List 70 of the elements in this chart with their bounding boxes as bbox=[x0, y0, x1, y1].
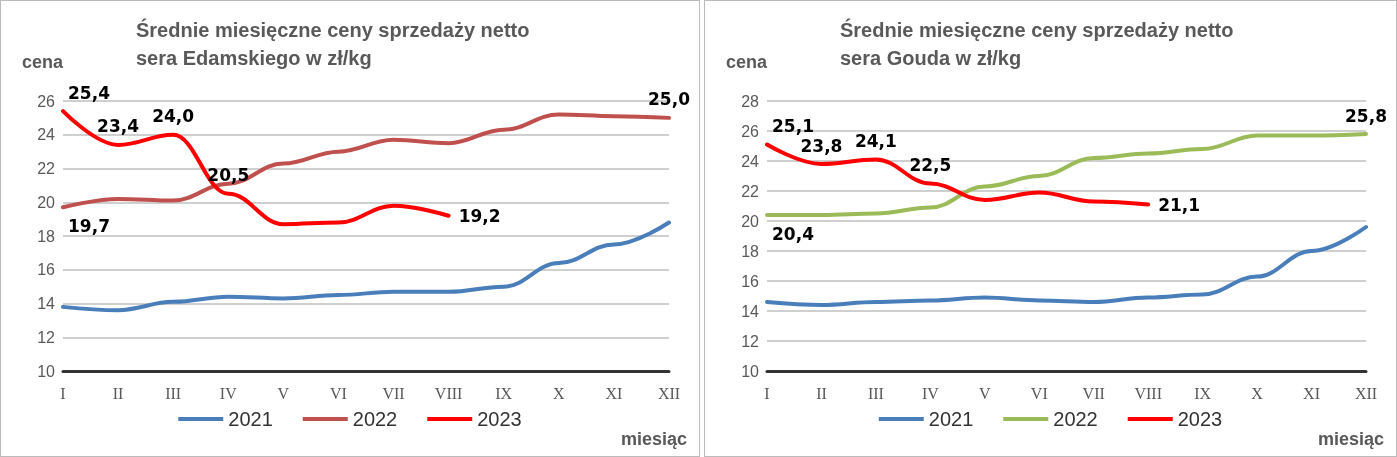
x-tick-label: IX bbox=[495, 384, 513, 402]
x-tick-label: II bbox=[816, 384, 827, 402]
y-axis-title: cena bbox=[21, 52, 64, 72]
y-tick-label: 12 bbox=[37, 328, 56, 346]
data-label: 23,8 bbox=[800, 135, 843, 156]
legend-label: 2022 bbox=[352, 408, 398, 430]
y-tick-label: 26 bbox=[37, 92, 56, 110]
y-axis-title: cena bbox=[725, 52, 768, 72]
y-tick-label: 14 bbox=[741, 302, 760, 320]
x-tick-label: VII bbox=[1082, 384, 1105, 402]
x-axis-title: miesiąc bbox=[1317, 429, 1385, 449]
x-tick-label: XII bbox=[1354, 384, 1378, 402]
x-tick-label: VII bbox=[382, 384, 405, 402]
y-tick-label: 12 bbox=[741, 332, 760, 350]
x-tick-label: VIII bbox=[434, 384, 463, 402]
y-tick-label: 14 bbox=[37, 295, 56, 312]
y-tick-label: 22 bbox=[741, 182, 760, 200]
y-tick-label: 10 bbox=[741, 362, 760, 380]
x-tick-label: XI bbox=[1303, 384, 1320, 402]
y-tick-label: 18 bbox=[741, 242, 760, 260]
legend-label: 2023 bbox=[477, 408, 522, 430]
x-tick-label: IV bbox=[219, 384, 238, 402]
data-label: 25,4 bbox=[68, 82, 111, 103]
y-tick-label: 10 bbox=[37, 362, 56, 380]
chart-title: Średnie miesięczne ceny sprzedaży netto sera Gouda w zł/kg bbox=[840, 18, 1234, 69]
x-tick-label: XI bbox=[605, 384, 623, 402]
x-tick-label: X bbox=[553, 384, 566, 402]
x-tick-label: VI bbox=[330, 384, 347, 402]
legend-label: 2023 bbox=[1177, 408, 1223, 430]
x-tick-label: IV bbox=[921, 384, 940, 402]
x-tick-label: I bbox=[764, 384, 770, 402]
y-tick-label: 26 bbox=[741, 122, 760, 140]
data-label: 25,8 bbox=[1345, 105, 1387, 126]
y-tick-label: 20 bbox=[741, 212, 760, 230]
data-label: 22,5 bbox=[909, 155, 952, 175]
x-tick-label: III bbox=[165, 384, 182, 402]
x-tick-label: X bbox=[1251, 384, 1264, 402]
y-tick-label: 18 bbox=[37, 227, 56, 245]
x-tick-label: VIII bbox=[1134, 384, 1162, 402]
x-tick-label: XII bbox=[657, 384, 681, 402]
y-tick-label: 28 bbox=[741, 92, 760, 110]
data-label: 19,2 bbox=[458, 205, 501, 226]
y-tick-label: 22 bbox=[37, 160, 56, 177]
data-label: 19,7 bbox=[68, 215, 110, 236]
legend-label: 2021 bbox=[928, 408, 974, 430]
chart-title: Średnie miesięczne ceny sprzedaży netto sera Edamskiego w zł/kg bbox=[136, 18, 530, 69]
x-axis-title: miesiąc bbox=[620, 429, 688, 449]
y-tick-label: 24 bbox=[741, 152, 760, 170]
legend-label: 2021 bbox=[228, 408, 273, 430]
data-label: 21,1 bbox=[1158, 194, 1201, 215]
data-label: 20,5 bbox=[207, 165, 250, 186]
data-label: 25,0 bbox=[648, 89, 691, 110]
y-tick-label: 16 bbox=[741, 272, 760, 290]
y-tick-label: 20 bbox=[37, 193, 56, 211]
data-label: 20,4 bbox=[772, 223, 815, 244]
x-tick-label: III bbox=[867, 384, 884, 402]
y-tick-label: 24 bbox=[37, 126, 56, 144]
x-tick-label: IX bbox=[1194, 384, 1212, 402]
x-tick-label: V bbox=[277, 384, 290, 402]
x-tick-label: II bbox=[112, 384, 124, 402]
y-tick-label: 16 bbox=[37, 261, 56, 279]
line-series bbox=[765, 225, 1368, 307]
x-tick-label: I bbox=[60, 384, 66, 402]
data-label: 25,1 bbox=[772, 116, 814, 136]
data-label: 24,0 bbox=[152, 106, 195, 127]
data-label: 23,4 bbox=[97, 116, 140, 137]
x-tick-label: VI bbox=[1030, 384, 1048, 402]
x-tick-label: V bbox=[979, 384, 992, 402]
legend-label: 2022 bbox=[1053, 408, 1098, 430]
data-label: 24,1 bbox=[854, 131, 897, 151]
